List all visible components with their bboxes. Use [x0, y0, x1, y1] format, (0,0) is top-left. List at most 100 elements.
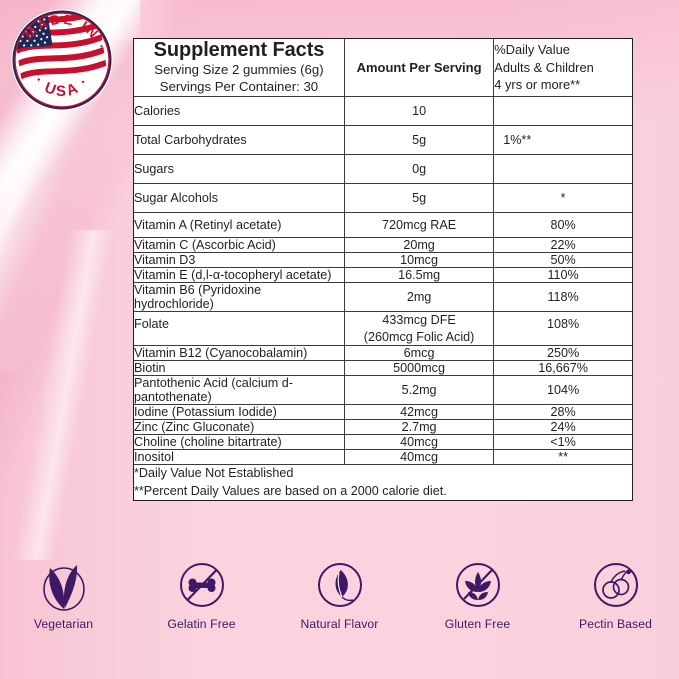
badge-label: Gelatin Free — [167, 617, 236, 631]
badge-vegetarian: Vegetarian — [10, 556, 118, 631]
nutrient-amount: 40mcg — [344, 449, 494, 466]
table-row: Vitamin B6 (Pyridoxine hydrochloride) 2m… — [134, 282, 632, 312]
nutrient-amount: 2mg — [344, 282, 494, 312]
nutrient-daily-value: 24% — [493, 419, 632, 436]
badge-gluten-free: Gluten Free — [424, 556, 532, 631]
table-row: Sugar Alcohols 5g * — [134, 183, 632, 213]
badge-label: Vegetarian — [33, 617, 94, 631]
footnote-percent-daily-values: **Percent Daily Values are based on a 20… — [134, 483, 447, 498]
table-row: Biotin 5000mcg 16,667% — [134, 360, 632, 377]
leaf-circle-icon — [317, 563, 362, 607]
nutrient-name: Vitamin B6 (Pyridoxine hydrochloride) — [134, 282, 345, 312]
daily-value-header: %Daily Value Adults & Children 4 yrs or … — [493, 39, 632, 97]
badge-natural-flavor: Natural Flavor — [286, 556, 394, 631]
made-in-usa-seal-icon: · MADE IN · · USA · — [11, 9, 113, 111]
nutrient-amount: 433mcg DFE (260mcg Folic Acid) — [344, 311, 494, 347]
nutrient-daily-value: 104% — [493, 375, 632, 406]
nutrient-name: Zinc (Zinc Gluconate) — [134, 419, 345, 436]
nutrient-daily-value: 80% — [493, 212, 632, 238]
nutrient-name: Vitamin C (Ascorbic Acid) — [134, 237, 345, 253]
nutrient-name: Vitamin B12 (Cyanocobalamin) — [134, 345, 345, 362]
nutrient-name: Vitamin A (Retinyl acetate) — [134, 212, 345, 238]
nutrient-daily-value: 1%** — [493, 125, 632, 155]
table-row: Sugars 0g — [134, 154, 632, 184]
daily-value-header-line3: 4 yrs or more** — [494, 77, 581, 93]
nutrient-amount: 720mcg RAE — [344, 212, 494, 238]
daily-value-header-line2: Adults & Children — [494, 59, 594, 75]
badge-gelatin-free: Gelatin Free — [148, 556, 256, 631]
supplement-facts-panel: Supplement Facts Serving Size 2 gummies … — [133, 38, 633, 501]
nutrient-name: Pantothenic Acid (calcium d-pantothenate… — [134, 375, 345, 406]
badge-pectin-based: Pectin Based — [562, 556, 670, 631]
nutrient-daily-value: 16,667% — [493, 360, 632, 377]
facts-title-cell: Supplement Facts Serving Size 2 gummies … — [134, 39, 345, 97]
bone-crossed-out-icon — [179, 563, 224, 607]
table-row: Vitamin C (Ascorbic Acid) 20mg 22% — [134, 237, 632, 253]
nutrient-amount: 6mcg — [344, 345, 494, 362]
nutrient-daily-value: 110% — [493, 267, 632, 283]
supplement-facts-table: Supplement Facts Serving Size 2 gummies … — [134, 39, 632, 500]
leaves-icon — [42, 565, 85, 611]
table-row: Vitamin D3 10mcg 50% — [134, 252, 632, 268]
table-row: Vitamin E (d,l-α-tocopheryl acetate) 16.… — [134, 267, 632, 283]
table-row: Total Carbohydrates 5g 1%** — [134, 125, 632, 155]
nutrient-daily-value: ** — [493, 449, 632, 466]
footnote-daily-value-not-established: *Daily Value Not Established — [134, 466, 294, 481]
nutrient-amount: 5g — [344, 125, 494, 155]
badge-label: Gluten Free — [444, 617, 511, 631]
nutrient-amount: 16.5mg — [344, 267, 494, 283]
nutrient-amount: 5000mcg — [344, 360, 494, 377]
nutrient-name: Total Carbohydrates — [134, 125, 345, 155]
table-row: Calories 10 — [134, 96, 632, 126]
cherries-circle-icon — [593, 563, 638, 607]
nutrient-daily-value: <1% — [493, 434, 632, 451]
servings-per-container-text: Servings Per Container: 30 — [159, 79, 319, 95]
nutrient-daily-value: 118% — [493, 282, 632, 312]
nutrient-name: Vitamin E (d,l-α-tocopheryl acetate) — [134, 267, 345, 283]
nutrient-name: Inositol — [134, 449, 345, 466]
badge-label: Natural Flavor — [300, 617, 379, 631]
nutrient-amount: 20mg — [344, 237, 494, 253]
table-header-row: Supplement Facts Serving Size 2 gummies … — [134, 39, 632, 97]
nutrient-name: Calories — [134, 96, 345, 126]
nutrient-daily-value: * — [493, 183, 632, 213]
nutrient-daily-value — [493, 154, 632, 184]
page-title: Supplement Facts — [153, 39, 325, 61]
nutrient-amount: 0g — [344, 154, 494, 184]
daily-value-header-line1: %Daily Value — [494, 42, 570, 58]
nutrient-daily-value: 28% — [493, 404, 632, 421]
nutrient-amount: 10 — [344, 96, 494, 126]
nutrient-amount-line2: (260mcg Folic Acid) — [363, 329, 475, 344]
nutrient-name: Vitamin D3 — [134, 252, 345, 268]
table-row: Pantothenic Acid (calcium d-pantothenate… — [134, 375, 632, 406]
footnotes-row: *Daily Value Not Established **Percent D… — [134, 464, 632, 500]
serving-size-text: Serving Size 2 gummies (6g) — [154, 62, 324, 78]
nutrient-amount: 5g — [344, 183, 494, 213]
nutrient-daily-value: 22% — [493, 237, 632, 253]
nutrient-amount-line1: 433mcg DFE — [382, 312, 456, 327]
table-row: Vitamin B12 (Cyanocobalamin) 6mcg 250% — [134, 345, 632, 362]
table-row: Choline (choline bitartrate) 40mcg <1% — [134, 434, 632, 451]
nutrient-name: Biotin — [134, 360, 345, 377]
nutrient-amount: 42mcg — [344, 404, 494, 421]
amount-per-serving-header: Amount Per Serving — [344, 39, 494, 97]
nutrient-name: Iodine (Potassium Iodide) — [134, 404, 345, 421]
nutrient-daily-value: 50% — [493, 252, 632, 268]
nutrient-amount: 10mcg — [344, 252, 494, 268]
nutrient-daily-value: 108% — [493, 311, 632, 347]
table-row: Inositol 40mcg ** — [134, 449, 632, 466]
table-row: Vitamin A (Retinyl acetate) 720mcg RAE 8… — [134, 212, 632, 238]
nutrient-name: Sugar Alcohols — [134, 183, 345, 213]
nutrient-daily-value — [493, 96, 632, 126]
wheat-crossed-out-icon — [455, 563, 500, 607]
nutrient-amount: 5.2mg — [344, 375, 494, 406]
feature-badges-row: Vegetarian Gelatin Free — [0, 556, 679, 631]
nutrient-name: Folate — [134, 311, 345, 347]
table-row: Iodine (Potassium Iodide) 42mcg 28% — [134, 404, 632, 421]
footnotes: *Daily Value Not Established **Percent D… — [134, 464, 632, 500]
nutrient-amount: 40mcg — [344, 434, 494, 451]
nutrient-name: Choline (choline bitartrate) — [134, 434, 345, 451]
nutrient-daily-value: 250% — [493, 345, 632, 362]
badge-label: Pectin Based — [578, 617, 653, 631]
